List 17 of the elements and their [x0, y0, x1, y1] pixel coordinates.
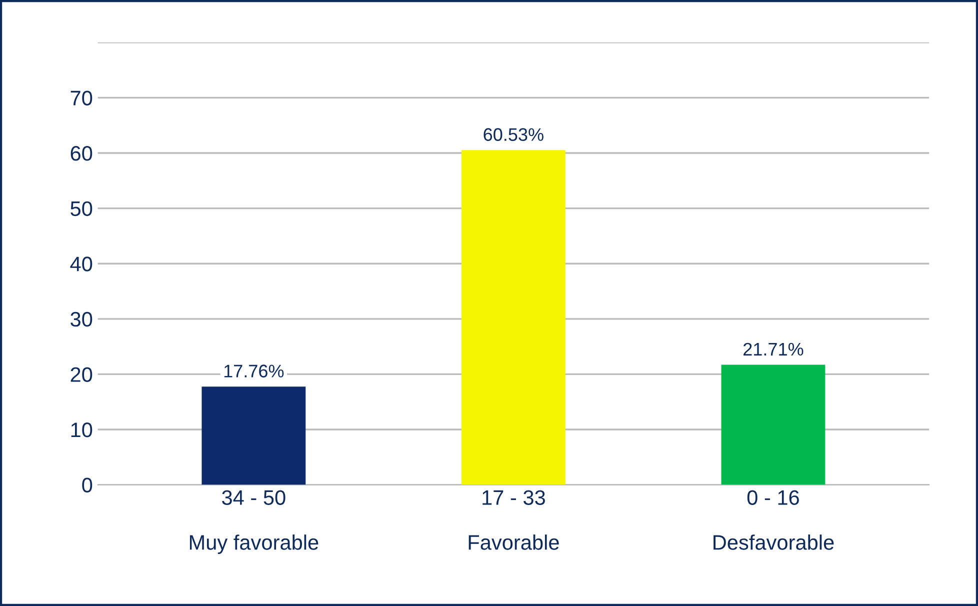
- category-label: 0 - 16 Desfavorable: [714, 490, 834, 550]
- category-label: 34 - 50 Muy favorable: [190, 490, 318, 554]
- y-tick-label: 10: [71, 422, 92, 438]
- y-tick-label: 40: [70, 256, 92, 272]
- bar: [461, 150, 566, 485]
- y-tick-label: 30: [70, 312, 92, 327]
- category-label: 17 - 33 Favorable: [468, 490, 559, 550]
- y-tick-label: 70: [70, 90, 92, 106]
- data-label: 60.53%: [484, 128, 544, 141]
- bar: [721, 364, 826, 485]
- y-tick-label: 50: [70, 201, 92, 216]
- data-label: 21.71%: [744, 342, 804, 356]
- y-tick-label: 60: [70, 146, 92, 161]
- data-label: 17.76%: [224, 364, 284, 378]
- bar: [202, 386, 306, 485]
- y-tick-label: 20: [70, 367, 92, 382]
- y-tick-label: 0: [82, 478, 92, 493]
